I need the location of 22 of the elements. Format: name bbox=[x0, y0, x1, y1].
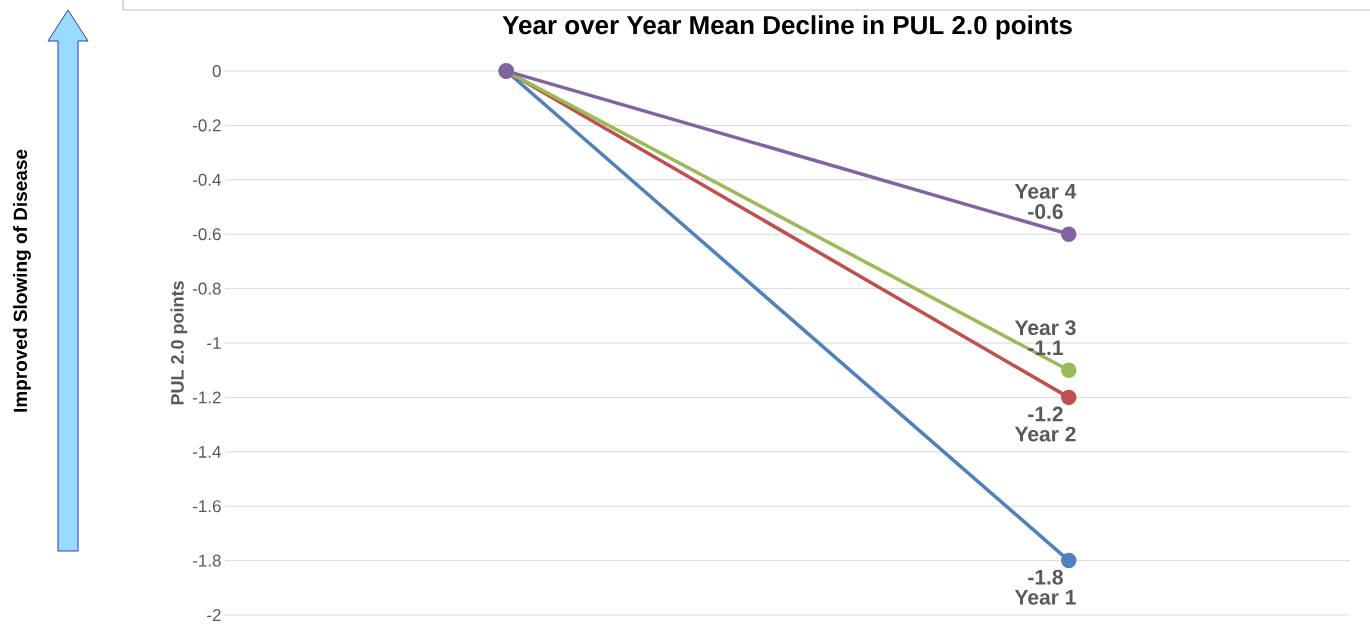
y-axis-title: PUL 2.0 points bbox=[170, 281, 188, 405]
y-tick-label: -1.4 bbox=[192, 445, 221, 458]
y-tick-label: -1.8 bbox=[192, 554, 221, 567]
series-label: Year 4 bbox=[1014, 184, 1077, 199]
series-label: Year 2 bbox=[1014, 426, 1076, 442]
y-tick-label: -0.6 bbox=[192, 228, 221, 241]
text: Improved Slowing of Disease bbox=[13, 149, 31, 412]
y-tick-label: -0.2 bbox=[192, 119, 221, 132]
y-tick-label: 0 bbox=[212, 64, 221, 78]
data-label: -1.1 bbox=[1028, 340, 1063, 355]
y-tick-label: -1 bbox=[207, 337, 221, 349]
series-label: Year 1 bbox=[1014, 590, 1076, 605]
y-tick-label: -0.8 bbox=[192, 282, 221, 295]
chart-title: Year over Year Mean Decline in PUL 2.0 points bbox=[502, 15, 1072, 40]
data-label: -1.2 bbox=[1028, 406, 1063, 422]
data-label: -0.6 bbox=[1028, 204, 1063, 219]
data-label: -1.8 bbox=[1028, 569, 1063, 585]
series-label: Year 3 bbox=[1014, 320, 1076, 336]
y-tick-label: -2 bbox=[207, 609, 221, 621]
y-tick-label: -1.6 bbox=[192, 500, 221, 513]
y-tick-label: -0.4 bbox=[192, 173, 221, 186]
y-tick-label: -1.2 bbox=[192, 391, 221, 404]
